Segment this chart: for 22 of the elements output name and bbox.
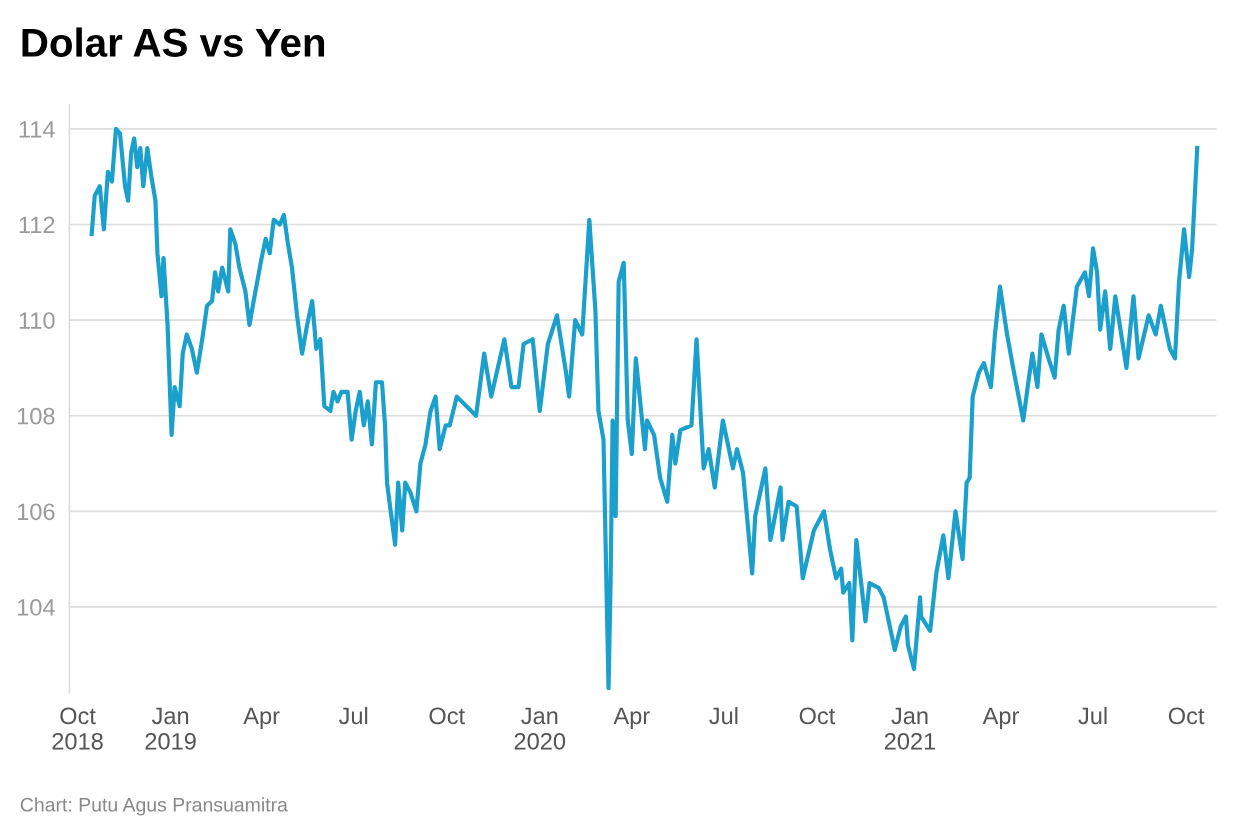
- x-tick-label: Jul: [1078, 706, 1107, 725]
- x-tick-label: Apr: [982, 707, 1019, 729]
- y-tick-label: 110: [19, 312, 55, 329]
- y-tick-label: 106: [17, 503, 55, 521]
- x-tick-label: Apr: [243, 707, 280, 729]
- y-tick-label: 104: [17, 599, 55, 616]
- x-tick-label: Oct 2018: [52, 707, 103, 750]
- y-tick-label: 114: [19, 121, 55, 138]
- x-tick-label: Jan 2020: [514, 707, 566, 750]
- x-tick-label: Jan 2021: [884, 707, 936, 750]
- line-series: [89, 126, 1200, 691]
- text: Chart: Putu Agus Pransuamitra: [20, 797, 288, 816]
- y-tick-label: 112: [19, 216, 55, 234]
- x-tick-label: Apr: [613, 707, 650, 729]
- x-tick-label: Oct: [1168, 707, 1205, 725]
- x-tick-label: Oct: [429, 707, 465, 725]
- x-tick-label: Jul: [709, 706, 738, 725]
- x-tick-label: Oct: [799, 707, 836, 725]
- y-tick-label: 108: [17, 407, 55, 425]
- x-tick-label: Jul: [338, 706, 368, 725]
- chart-title: Dolar AS vs Yen: [22, 27, 325, 58]
- x-tick-label: Jan 2019: [145, 707, 196, 750]
